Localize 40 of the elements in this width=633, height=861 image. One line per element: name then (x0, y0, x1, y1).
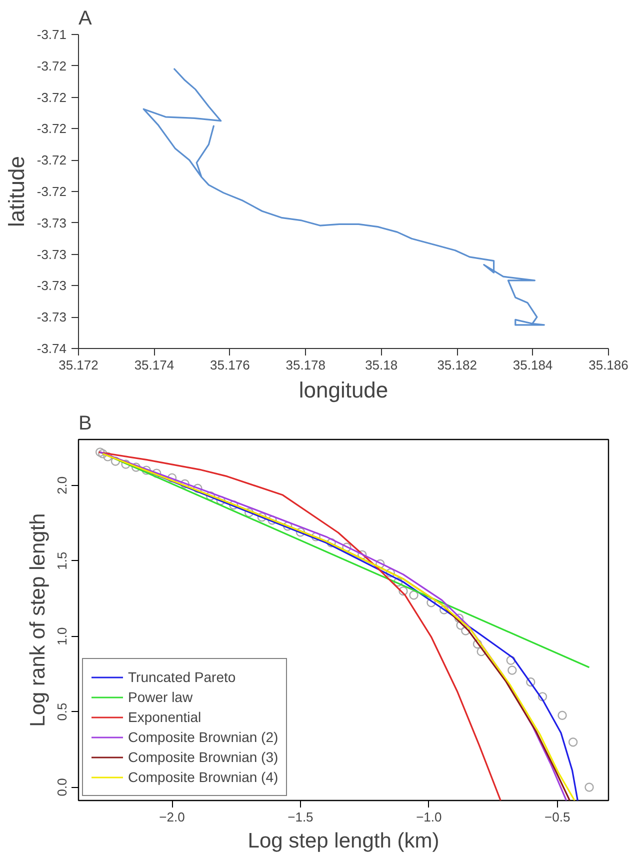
y-tick-label: 2.0 (54, 476, 70, 494)
y-tick-label: 1.5 (54, 552, 70, 570)
chart-title: A (78, 8, 92, 30)
x-tick-label: −0.5 (544, 810, 570, 824)
y-tick-label: 0.0 (54, 778, 70, 796)
x-tick-label: 35.178 (286, 358, 326, 372)
legend-label: Power law (128, 689, 193, 705)
x-tick-label: 35.172 (58, 358, 98, 372)
y-tick-label: -3.72 (36, 184, 67, 199)
y-tick-label: -3.73 (36, 246, 67, 262)
y-tick-label: -3.73 (36, 278, 67, 294)
x-axis-title: Log step length (km) (248, 830, 440, 852)
y-tick-label: 1.0 (54, 627, 70, 646)
legend-label: Composite Brownian (3) (128, 749, 278, 765)
legend-label: Exponential (128, 709, 202, 725)
x-tick-label: −2.0 (159, 810, 185, 824)
y-tick-label: -3.71 (36, 27, 67, 42)
x-tick-label: −1.5 (288, 810, 314, 824)
y-tick-label: -3.73 (36, 310, 67, 325)
x-tick-label: 35.174 (134, 358, 174, 372)
legend-label: Truncated Pareto (128, 669, 236, 685)
x-tick-label: 35.182 (437, 358, 477, 372)
y-tick-label: -3.73 (36, 215, 67, 230)
chart-title: B (78, 412, 92, 434)
y-tick-label: -3.72 (36, 90, 67, 105)
y-axis-title: latitude (4, 156, 29, 227)
x-axis-title: longitude (298, 378, 388, 402)
x-tick-label: 35.184 (512, 358, 553, 372)
y-tick-label: 0.5 (54, 702, 70, 721)
x-tick-label: 35.186 (588, 358, 628, 372)
legend-label: Composite Brownian (4) (128, 769, 278, 785)
y-tick-label: -3.72 (36, 121, 67, 136)
y-tick-label: -3.72 (36, 152, 67, 168)
legend-label: Composite Brownian (2) (128, 729, 278, 745)
y-axis-title: Log rank of step length (26, 513, 50, 727)
x-tick-label: 35.176 (210, 358, 250, 372)
y-tick-label: -3.72 (36, 58, 67, 74)
x-tick-label: −1.0 (416, 810, 442, 824)
x-tick-label: 35.18 (365, 358, 398, 372)
y-tick-label: -3.74 (36, 341, 67, 356)
